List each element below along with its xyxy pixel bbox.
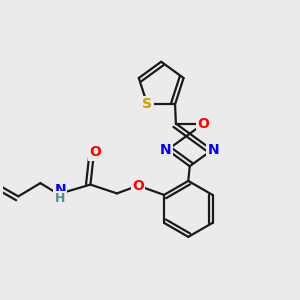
Text: N: N: [208, 143, 219, 157]
Text: O: O: [89, 145, 101, 159]
Text: O: O: [132, 179, 144, 193]
Text: O: O: [198, 117, 209, 130]
Text: S: S: [142, 98, 152, 111]
Text: H: H: [55, 192, 65, 205]
Text: N: N: [160, 143, 172, 157]
Text: N: N: [54, 184, 66, 197]
